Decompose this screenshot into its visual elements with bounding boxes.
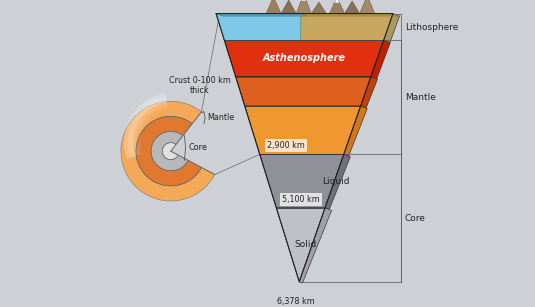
Polygon shape	[345, 1, 360, 14]
Polygon shape	[301, 14, 393, 41]
Text: Mantle: Mantle	[208, 113, 235, 122]
Polygon shape	[360, 0, 375, 14]
Text: Asthenosphere: Asthenosphere	[262, 53, 345, 63]
Text: 5,100 km: 5,100 km	[282, 195, 319, 204]
Text: Core: Core	[404, 214, 426, 223]
Polygon shape	[260, 154, 344, 208]
Wedge shape	[127, 96, 167, 158]
Wedge shape	[151, 131, 188, 171]
Polygon shape	[216, 14, 301, 41]
Wedge shape	[124, 93, 167, 159]
Text: Core: Core	[188, 143, 207, 153]
Polygon shape	[245, 106, 361, 154]
Text: Mantle: Mantle	[404, 93, 435, 102]
Text: Lithosphere: Lithosphere	[404, 22, 458, 32]
Polygon shape	[361, 77, 378, 108]
Polygon shape	[371, 41, 390, 79]
Wedge shape	[131, 100, 168, 157]
Wedge shape	[162, 142, 179, 160]
Polygon shape	[301, 0, 306, 1]
Polygon shape	[224, 41, 384, 77]
Polygon shape	[330, 0, 345, 14]
Wedge shape	[136, 116, 202, 186]
Text: Liquid: Liquid	[322, 177, 350, 186]
Polygon shape	[216, 14, 308, 16]
Polygon shape	[325, 154, 350, 209]
Polygon shape	[311, 2, 326, 14]
Polygon shape	[216, 14, 393, 41]
Polygon shape	[344, 106, 367, 156]
Wedge shape	[151, 131, 188, 171]
Text: 6,378 km: 6,378 km	[277, 297, 315, 306]
Polygon shape	[266, 0, 281, 14]
Text: 2,900 km: 2,900 km	[268, 141, 305, 150]
Polygon shape	[281, 0, 296, 14]
Polygon shape	[384, 14, 400, 43]
Wedge shape	[162, 143, 178, 160]
Polygon shape	[235, 77, 371, 106]
Text: Crust 0-100 km
thick: Crust 0-100 km thick	[169, 76, 231, 95]
Wedge shape	[121, 101, 215, 201]
Polygon shape	[334, 0, 339, 3]
Polygon shape	[277, 208, 325, 282]
Text: Solid: Solid	[294, 240, 317, 249]
Wedge shape	[136, 116, 202, 186]
Polygon shape	[301, 14, 400, 16]
Polygon shape	[299, 208, 332, 283]
Polygon shape	[216, 14, 393, 30]
Polygon shape	[296, 0, 311, 14]
